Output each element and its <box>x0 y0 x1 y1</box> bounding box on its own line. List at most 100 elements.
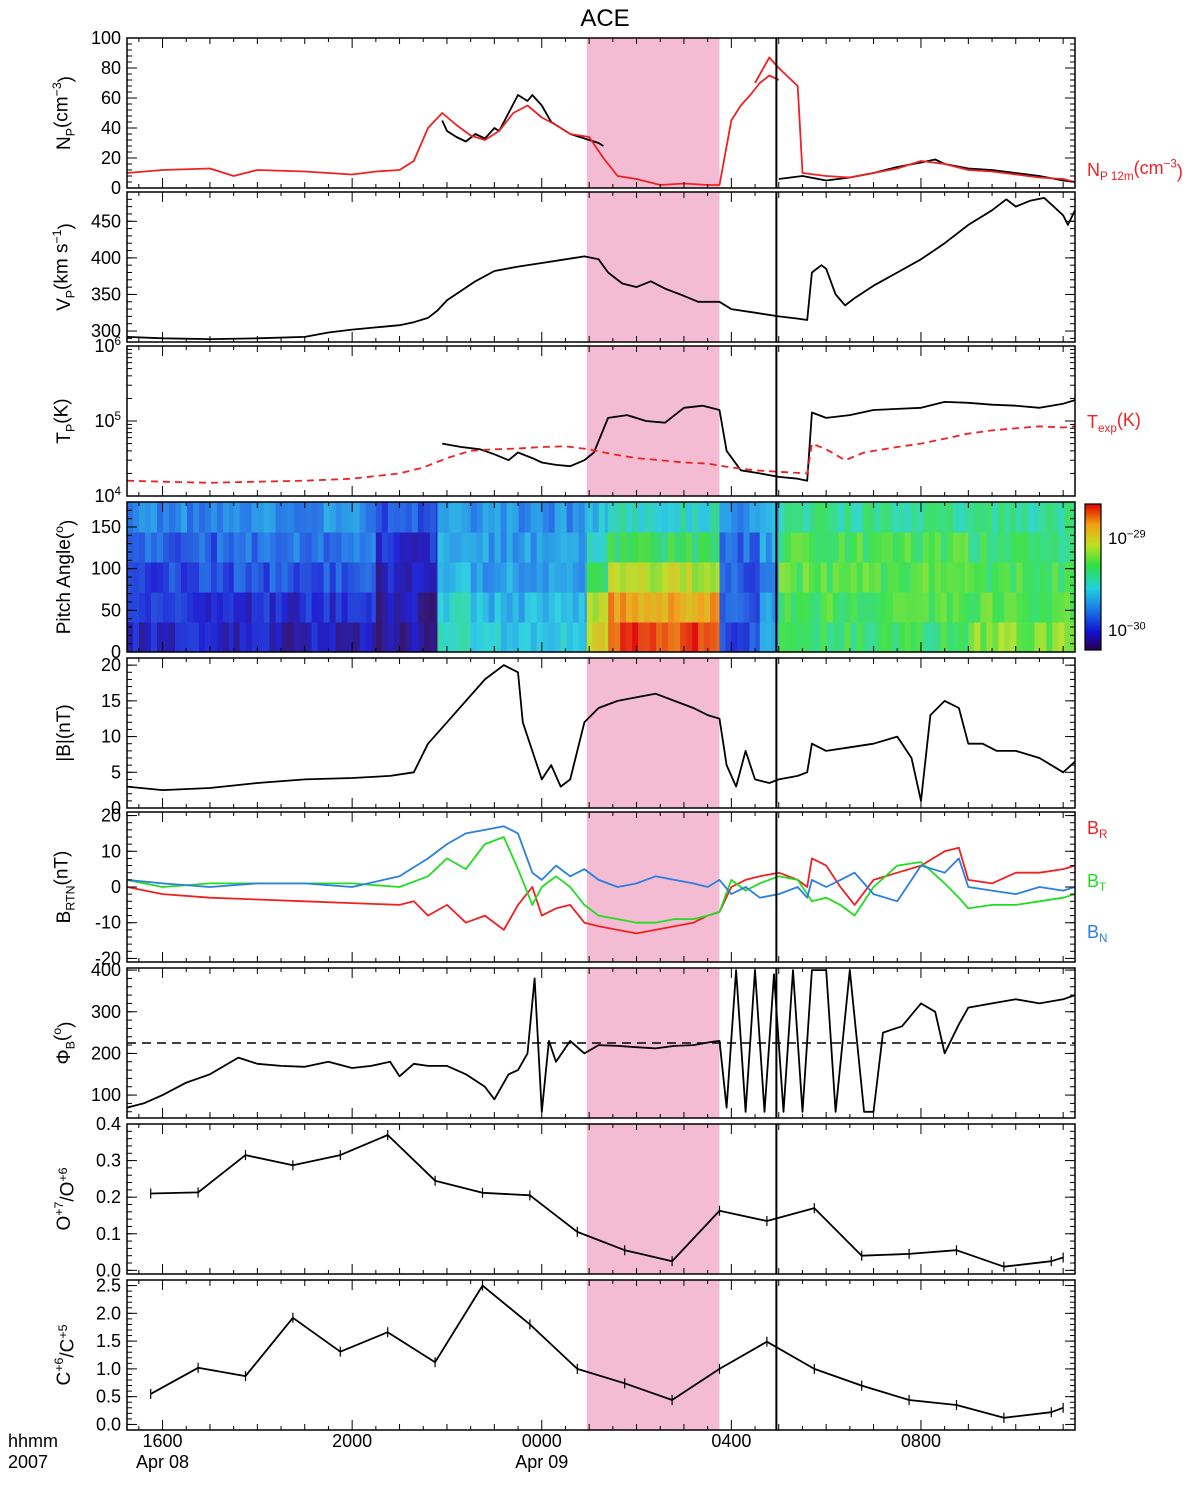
heatmap-cell <box>199 502 206 533</box>
x-axis-unit-label: hhmm <box>8 1431 58 1451</box>
heatmap-cell <box>512 622 520 653</box>
heatmap-cell <box>560 532 568 563</box>
heatmap-cell <box>387 592 395 623</box>
heatmap-cell <box>656 622 663 653</box>
heatmap-cell <box>674 532 681 563</box>
heatmap-cell <box>674 502 681 533</box>
y-tick-label: 400 <box>91 960 121 980</box>
heatmap-cell <box>417 562 425 593</box>
heatmap-cell <box>686 502 693 533</box>
heatmap-cell <box>305 502 313 533</box>
heatmap-cell <box>488 592 496 623</box>
heatmap-cell <box>686 562 693 593</box>
heatmap-cell <box>157 502 164 533</box>
heatmap-cell <box>500 502 508 533</box>
heatmap-cell <box>1040 562 1047 593</box>
heatmap-cell <box>784 592 792 623</box>
heatmap-cell <box>347 502 355 533</box>
heatmap-cell <box>644 592 651 623</box>
heatmap-cell <box>359 592 367 623</box>
heatmap-cell <box>826 622 834 653</box>
heatmap-cell <box>359 502 367 533</box>
heatmap-cell <box>986 562 993 593</box>
y-tick-label: 10 <box>101 841 121 861</box>
heatmap-cell <box>1016 592 1023 623</box>
heatmap-cell <box>838 502 846 533</box>
heatmap-cell <box>423 502 431 533</box>
heatmap-cell <box>205 592 212 623</box>
heatmap-cell <box>832 592 840 623</box>
heatmap-cell <box>980 502 987 533</box>
heatmap-cell <box>347 562 355 593</box>
heatmap-cell <box>381 622 389 653</box>
heatmap-cell <box>778 562 786 593</box>
y-tick-label: 0.0 <box>96 1414 121 1434</box>
heatmap-cell <box>737 532 744 563</box>
heatmap-cell <box>494 502 502 533</box>
x-date-label: Apr 08 <box>136 1452 189 1472</box>
heatmap-cell <box>393 562 401 593</box>
heatmap-cell <box>251 532 259 563</box>
heatmap-cell <box>1070 502 1076 533</box>
x-axis-year-label: 2007 <box>8 1452 48 1472</box>
heatmap-cell <box>771 532 779 563</box>
right-label: Texp​(K) <box>1087 410 1141 435</box>
heatmap-cell <box>353 502 361 533</box>
heatmap-cell <box>269 562 277 593</box>
heatmap-cell <box>411 532 419 563</box>
heatmap-cell <box>638 592 645 623</box>
heatmap-cell <box>784 562 792 593</box>
heatmap-cell <box>668 562 675 593</box>
heatmap-cell <box>626 562 633 593</box>
colorbar-tick-label: 10−30 <box>1108 620 1146 640</box>
heatmap-cell <box>1028 592 1035 623</box>
heatmap-cell <box>417 502 425 533</box>
heatmap-cell <box>151 502 158 533</box>
heatmap-cell <box>311 502 319 533</box>
x-tick-label: 0000 <box>522 1431 562 1451</box>
heatmap-cell <box>275 592 283 623</box>
heatmap-cell <box>796 502 804 533</box>
heatmap-cell <box>405 592 413 623</box>
heatmap-cell <box>656 502 663 533</box>
panel-brtn: -20 -10 0 10 20 BRTN​(nT) BR​ BT​ BN​ <box>52 806 1108 969</box>
y-axis-label: O+7​/O+6​ <box>52 1167 78 1230</box>
heatmap-cell <box>371 502 377 533</box>
series-b_t <box>126 836 1076 924</box>
heatmap-cell <box>662 532 669 563</box>
heatmap-cell <box>245 532 253 563</box>
heatmap-cell <box>850 532 858 563</box>
heatmap-cell <box>1022 592 1029 623</box>
heatmap-cell <box>832 502 840 533</box>
heatmap-cell <box>886 562 894 593</box>
heatmap-cell <box>614 562 621 593</box>
y-tick-label: 300 <box>91 1002 121 1022</box>
heatmap-cell <box>692 622 699 653</box>
heatmap-cell <box>958 532 966 563</box>
heatmap-cell <box>604 502 609 533</box>
x-tick-label: 0800 <box>901 1431 941 1451</box>
heatmap-cell <box>317 592 325 623</box>
heatmap-cell <box>656 532 663 563</box>
heatmap-cell <box>163 592 170 623</box>
heatmap-cell <box>1052 502 1059 533</box>
heatmap-cell <box>281 622 289 653</box>
heatmap-cell <box>578 562 586 593</box>
series-black-0 <box>126 664 1076 802</box>
heatmap-cell <box>175 502 182 533</box>
y-axis-label: |B|(nT) <box>54 704 75 761</box>
series-red-1 <box>126 56 1076 186</box>
heatmap-cell <box>856 622 864 653</box>
heatmap-cell <box>145 592 152 623</box>
heatmap-cell <box>904 622 912 653</box>
heatmap-cell <box>790 592 798 623</box>
heatmap-cell <box>482 562 490 593</box>
heatmap-cell <box>1034 622 1041 653</box>
heatmap-cell <box>980 532 987 563</box>
heatmap-cell <box>476 622 484 653</box>
heatmap-cell <box>814 562 822 593</box>
heatmap-cell <box>584 502 588 533</box>
heatmap-cell <box>862 592 870 623</box>
heatmap-cell <box>844 622 852 653</box>
heatmap-cell <box>1016 532 1023 563</box>
